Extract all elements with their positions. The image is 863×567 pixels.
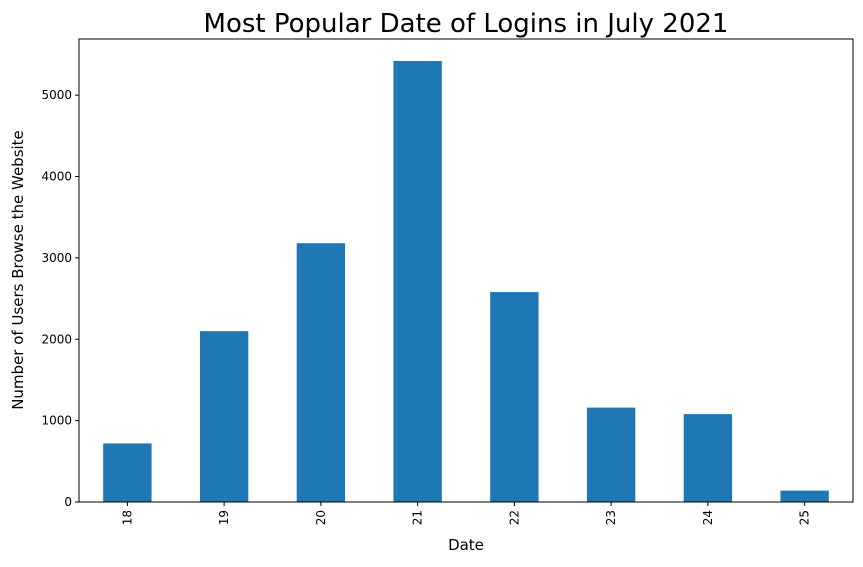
bar-24 — [683, 414, 733, 502]
y-tick-label: 4000 — [41, 170, 72, 184]
y-tick-label: 2000 — [41, 332, 72, 346]
x-tick-label: 21 — [411, 510, 425, 525]
bar-22 — [490, 292, 539, 502]
bar-25 — [780, 490, 829, 502]
chart-title: Most Popular Date of Logins in July 2021 — [204, 9, 729, 39]
x-tick-label: 18 — [120, 510, 134, 525]
y-tick-label: 1000 — [41, 414, 72, 428]
bar-21 — [393, 60, 442, 502]
y-axis-label: Number of Users Browse the Website — [9, 130, 27, 410]
x-tick-label: 20 — [314, 510, 328, 525]
x-axis-ticks: 18 19 20 21 22 23 24 25 — [120, 502, 812, 525]
y-tick-label: 5000 — [41, 88, 72, 102]
x-tick-label: 25 — [798, 510, 812, 525]
x-axis-label: Date — [448, 536, 484, 554]
x-tick-label: 22 — [507, 510, 521, 525]
bar-18 — [103, 443, 152, 502]
bar-20 — [296, 243, 346, 503]
bar-23 — [586, 407, 636, 502]
y-axis-ticks: 0 1000 2000 3000 4000 5000 — [41, 88, 79, 509]
plot-frame — [78, 38, 854, 503]
bar-19 — [199, 331, 249, 502]
bars-group — [103, 60, 829, 503]
y-tick-label: 0 — [64, 495, 72, 509]
x-tick-label: 24 — [701, 510, 715, 525]
y-tick-label: 3000 — [41, 251, 72, 265]
x-tick-label: 19 — [217, 510, 231, 525]
x-tick-label: 23 — [604, 510, 618, 525]
